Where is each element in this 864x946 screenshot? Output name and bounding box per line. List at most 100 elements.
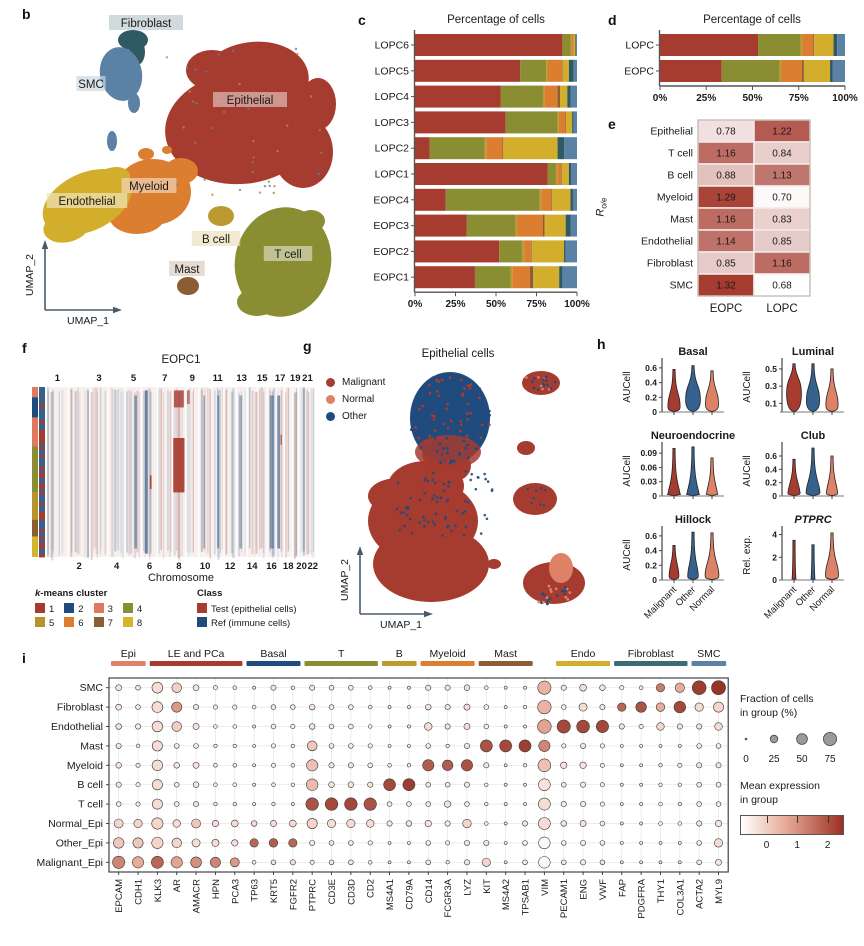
umap-cluster-blob (208, 206, 234, 226)
umap-cluster-label: Epithelial (213, 92, 287, 107)
chromosome-label: 17 (275, 373, 286, 384)
violin-shape (791, 539, 797, 580)
bar-segment (544, 214, 566, 237)
gene-label: EPCAM (114, 879, 125, 913)
violin-ytick: 0 (652, 575, 657, 585)
bar-segment (721, 60, 780, 82)
heatmap-cell-value: 0.85 (772, 237, 792, 248)
size-legend-dot (823, 732, 838, 746)
kmeans-legend-item: 6 (64, 616, 93, 630)
gene-label: TP63 (250, 879, 261, 902)
gene-label: FGFR2 (288, 879, 299, 910)
panel-label-f: f (22, 340, 27, 356)
dotplot-row-label: Normal_Epi (48, 818, 103, 830)
class-legend-item: Test (epithelial cells) (197, 602, 307, 616)
gene-group-label: T (338, 648, 345, 660)
gene-group-bar (381, 661, 417, 666)
dotplot-row-label: Other_Epi (56, 837, 103, 849)
heatmap-cell-value: 0.84 (772, 149, 792, 160)
heatmap-cell-value: 1.16 (716, 149, 736, 160)
violin-shape (806, 363, 820, 412)
gene-group-label: Endo (571, 648, 596, 660)
bar-segment (415, 214, 467, 237)
gene-label: CD14 (424, 879, 435, 903)
violin-shape (810, 544, 816, 580)
bar-category-label: LOPC5 (375, 65, 410, 77)
violin-title: Neuroendocrine (651, 430, 735, 442)
bar-segment (561, 163, 569, 185)
chromosome-label: 12 (225, 561, 236, 572)
bar-category-label: LOPC3 (375, 117, 410, 129)
gene-label: THY1 (656, 879, 667, 903)
heatmap-row-label: Epithelial (650, 126, 693, 138)
violin-ylabel: AUCell (622, 371, 633, 402)
bar-category-label: LOPC4 (375, 91, 410, 103)
umap-clusters (42, 30, 336, 317)
heatmap-row-label: B cell (667, 170, 693, 182)
violin-shape (667, 368, 681, 412)
chromosome-label: 15 (257, 373, 268, 384)
bar-segment (502, 137, 504, 160)
gene-label: FAP (617, 879, 628, 897)
violin-shape (805, 447, 821, 496)
stacked-bars-by-sample: LOPC6 LOPC5 LOPC4 LOPC3 LOPC2 LOPC1 EOPC4 EOPC3… (373, 30, 590, 310)
chromosome-label: 6 (147, 561, 152, 572)
heatmap-col-label: LOPC (766, 303, 797, 315)
heatmap-cell-value: 1.16 (772, 259, 792, 270)
umap-cluster-blob (300, 78, 336, 130)
heatmap-row-label: T cell (668, 148, 693, 160)
heatmap-cell-value: 0.70 (772, 193, 792, 204)
size-legend-value: 25 (768, 754, 780, 765)
size-legend-dot (744, 737, 748, 741)
stacked-bars-by-group: LOPC EOPC 0% 25% 50% 75% 100% (624, 30, 858, 104)
gene-label: VWF (598, 879, 609, 900)
bar-segment (520, 59, 547, 82)
bar-segment (562, 59, 569, 82)
bar-segment (531, 240, 565, 263)
bar-category-label: EOPC (624, 66, 654, 78)
umap-x-label: UMAP_1 (67, 315, 109, 327)
umap-cluster-blob (177, 277, 199, 295)
violin-ylabel: Rel. exp. (742, 535, 753, 574)
bar-segment (445, 188, 540, 211)
bar-segment (510, 266, 513, 289)
bar-segment (572, 111, 574, 134)
bar-segment (530, 240, 532, 263)
bar-segment (557, 85, 560, 108)
bar-category-label: EOPC3 (373, 220, 409, 232)
roe-heatmap: Epithelial 0.78 1.22 T cell 1.16 0.84 B cell 0.… (641, 119, 811, 315)
gene-label: COL3A1 (675, 879, 686, 915)
kmeans-legend-item: 7 (93, 616, 123, 630)
bar-segment (833, 34, 838, 56)
svg-text:Endothelial: Endothelial (59, 196, 116, 208)
bar-segment (486, 137, 503, 160)
umap-epi-blobs (368, 371, 585, 606)
dotplot-row-label: Malignant_Epi (36, 857, 103, 869)
svg-text:Mast: Mast (175, 264, 201, 276)
bar-category-label: EOPC1 (373, 272, 409, 284)
bar-category-label: LOPC (625, 40, 654, 52)
kmeans-legend-item: 2 (64, 602, 93, 616)
bar-segment (515, 214, 518, 237)
violin-shape (786, 363, 802, 412)
gene-label: AMACR (192, 879, 203, 913)
umap-cluster-label: Fibroblast (109, 15, 183, 30)
colorbar-tick-label: 2 (824, 840, 831, 851)
bar-segment (415, 266, 475, 289)
svg-text:B cell: B cell (202, 234, 230, 246)
bar-segment (517, 214, 543, 237)
violin-shape (787, 458, 801, 496)
bar-segment (557, 111, 559, 134)
umap-cluster-label: SMC (76, 76, 106, 91)
size-legend-dots: 0 25 50 75 (743, 732, 838, 765)
violin-title: Hillock (675, 514, 712, 526)
violin-shape (685, 365, 701, 412)
violin-ytick: 0.06 (640, 462, 657, 472)
violin-ytick: 0.1 (765, 398, 777, 408)
gene-label: CD2 (366, 879, 377, 898)
umap-y-label: UMAP_2 (24, 254, 36, 296)
violin-grid: Basal AUCell 0 0.2 0.4 0.6 Luminal AUCell 0.1 0.3… (622, 346, 844, 621)
svg-text:SMC: SMC (78, 79, 104, 91)
heatmap-cell-value: 0.88 (716, 171, 736, 182)
bar-segment (500, 85, 543, 108)
